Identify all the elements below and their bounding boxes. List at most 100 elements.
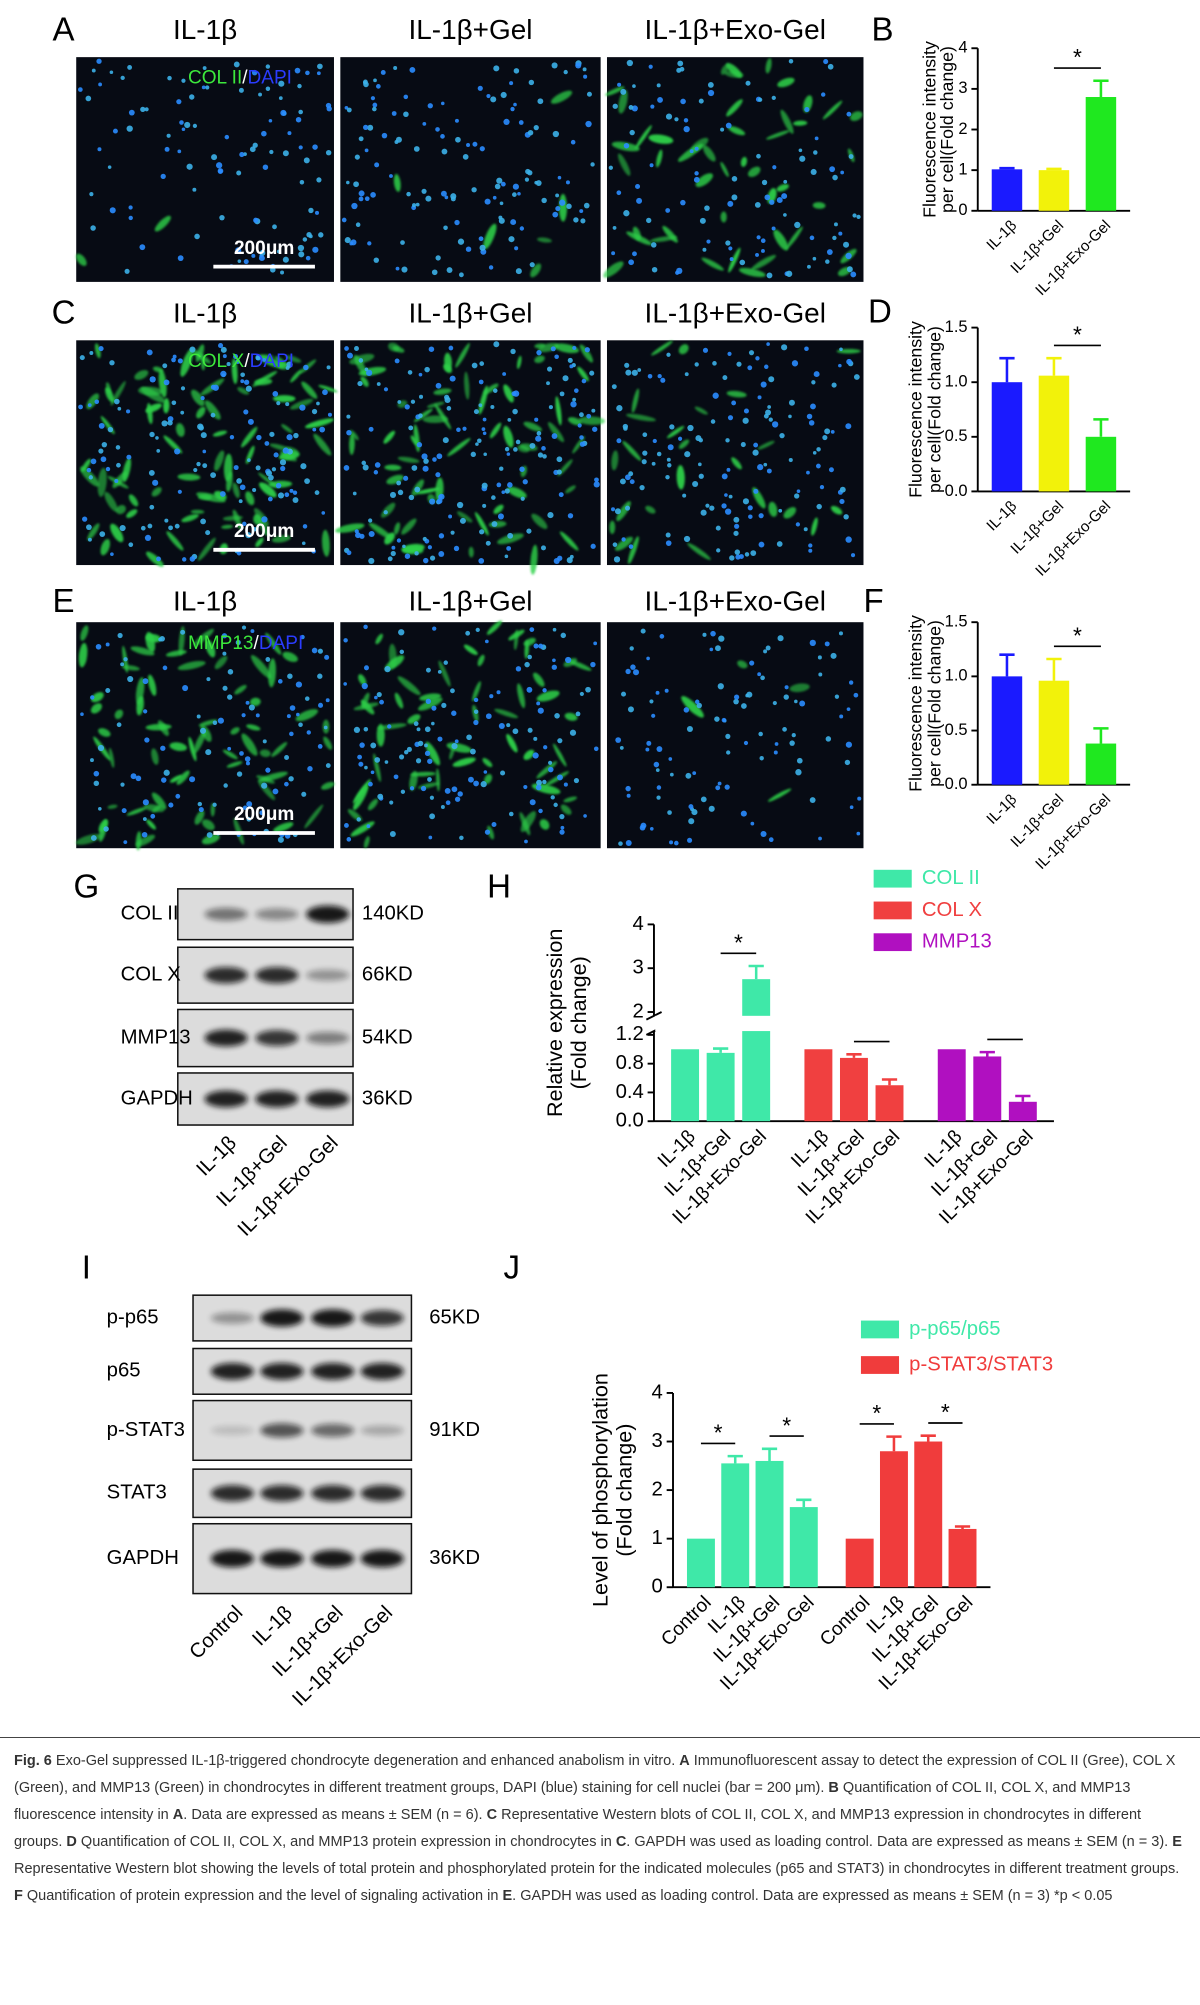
- cell-body: [259, 482, 277, 498]
- cell-body: [358, 366, 387, 376]
- blot-band: [255, 967, 299, 984]
- nucleus: [479, 146, 485, 152]
- cell-body: [560, 804, 572, 815]
- nucleus: [657, 96, 663, 103]
- cell-body: [497, 533, 524, 545]
- bar: [875, 1085, 904, 1122]
- nucleus: [361, 460, 367, 466]
- blot-band: [255, 908, 299, 921]
- y-tick-label: 1.5: [945, 318, 968, 336]
- cell-body: [793, 120, 808, 126]
- nucleus: [517, 192, 521, 196]
- nucleus: [660, 377, 666, 383]
- caption-segment: Quantification of protein expression and…: [22, 1888, 503, 1904]
- nucleus: [736, 361, 742, 367]
- nucleus: [806, 413, 813, 420]
- cell-body: [200, 357, 206, 371]
- nucleus: [717, 781, 722, 786]
- nucleus: [843, 241, 850, 248]
- nucleus: [529, 627, 535, 633]
- nucleus: [755, 252, 759, 257]
- nucleus: [167, 420, 173, 426]
- caption-segment: . GAPDH was used as loading control. Dat…: [512, 1888, 1113, 1904]
- cell-body: [418, 697, 443, 711]
- cell-body: [565, 485, 576, 494]
- nucleus: [140, 525, 146, 531]
- nucleus: [262, 739, 267, 744]
- caption-segment: Representative Western blots of COL II, …: [14, 1807, 1142, 1850]
- nucleus: [824, 428, 831, 435]
- nucleus: [506, 452, 511, 456]
- nucleus: [764, 364, 769, 369]
- nucleus: [147, 523, 153, 529]
- nucleus: [453, 545, 460, 552]
- nucleus: [554, 713, 560, 719]
- nucleus: [734, 549, 741, 555]
- error-bar: [796, 1498, 812, 1508]
- nucleus: [504, 554, 509, 559]
- cell-body: [493, 504, 504, 514]
- nucleus: [619, 745, 624, 750]
- nucleus: [179, 120, 184, 125]
- cell-body: [435, 768, 440, 792]
- nucleus: [747, 365, 753, 371]
- nucleus: [692, 771, 697, 775]
- nucleus: [558, 492, 564, 498]
- nucleus: [450, 688, 455, 694]
- nucleus: [646, 656, 650, 661]
- nucleus: [519, 466, 525, 472]
- blot-band: [311, 1485, 355, 1502]
- cell-body: [388, 342, 400, 352]
- significance-label: *: [782, 1412, 791, 1438]
- stain-label: COL II/DAPI: [188, 68, 292, 89]
- nucleus: [276, 249, 281, 254]
- nucleus: [82, 516, 88, 522]
- nucleus: [443, 660, 448, 665]
- nucleus: [416, 442, 423, 448]
- nucleus: [235, 247, 242, 254]
- nucleus: [686, 725, 693, 733]
- nucleus: [363, 124, 369, 131]
- nucleus: [678, 436, 683, 441]
- bar: [879, 1451, 908, 1588]
- y-axis-label: (Fold change): [612, 1424, 637, 1557]
- caption-segment: A: [172, 1807, 184, 1823]
- nucleus: [816, 447, 821, 452]
- nucleus: [628, 105, 634, 110]
- nucleus: [825, 259, 830, 264]
- nucleus: [798, 148, 803, 153]
- cell-body: [386, 474, 404, 485]
- nucleus: [489, 694, 494, 699]
- nucleus: [788, 58, 794, 64]
- nucleus: [579, 412, 584, 418]
- nucleus: [305, 70, 310, 76]
- nucleus: [85, 95, 92, 102]
- nucleus: [245, 532, 252, 539]
- y-axis-label: per cell(Fold change): [925, 326, 945, 493]
- nucleus: [742, 498, 750, 505]
- nucleus: [625, 369, 632, 376]
- nucleus: [205, 85, 210, 90]
- nucleus: [833, 222, 838, 227]
- nucleus: [529, 799, 536, 806]
- cell-body: [241, 733, 258, 756]
- cell-body: [169, 742, 187, 752]
- nucleus: [117, 632, 123, 639]
- nucleus: [794, 493, 800, 499]
- nucleus: [781, 344, 788, 351]
- error-bar: [1015, 1094, 1031, 1102]
- significance-label: *: [1073, 44, 1082, 70]
- nucleus: [579, 435, 584, 440]
- nucleus: [91, 68, 96, 73]
- error-bar: [761, 1447, 778, 1461]
- cell-body: [747, 166, 761, 178]
- nucleus: [358, 358, 364, 363]
- y-tick-label: 1: [958, 161, 967, 179]
- nucleus: [86, 467, 92, 473]
- cell-body: [415, 487, 441, 495]
- nucleus: [572, 345, 577, 351]
- blot-band: [204, 967, 248, 984]
- nucleus: [655, 690, 660, 695]
- cell-body: [397, 456, 420, 463]
